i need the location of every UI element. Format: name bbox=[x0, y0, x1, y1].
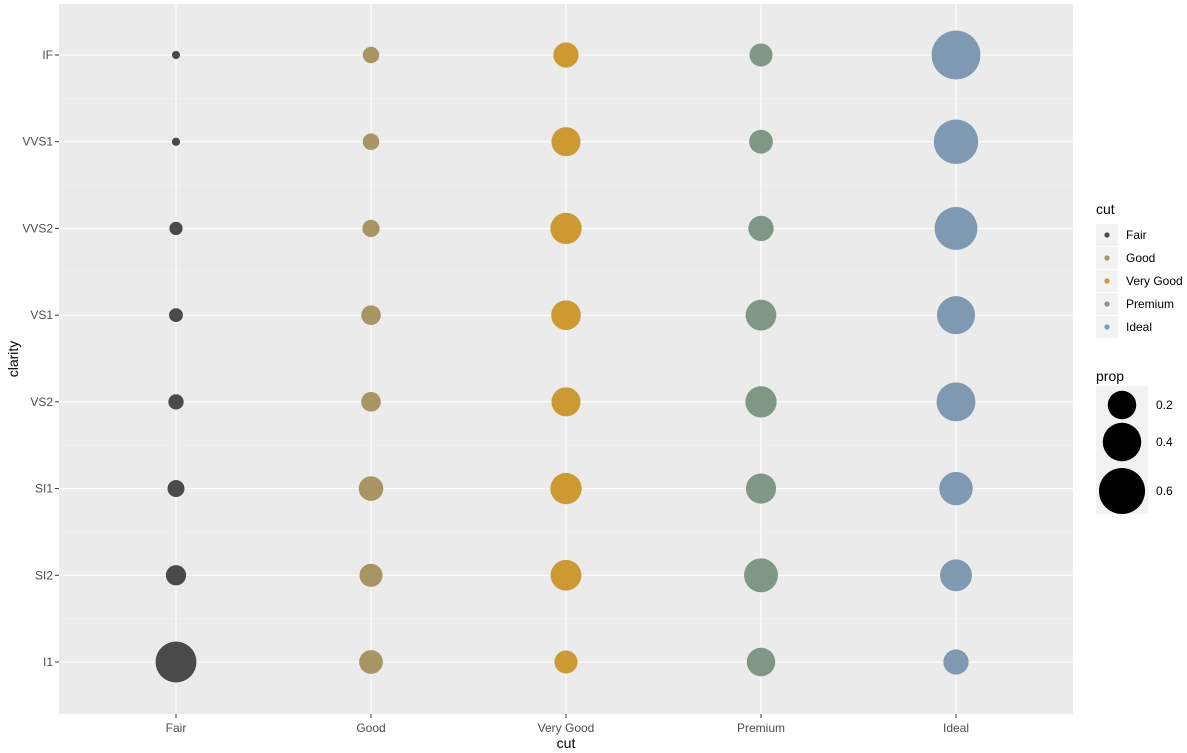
point-good-vs1 bbox=[361, 305, 381, 325]
size-legend: prop 0.2 0.4 0.6 bbox=[1096, 368, 1173, 515]
size-legend-label-0: 0.2 bbox=[1156, 398, 1173, 412]
y-tick-label-si2: SI2 bbox=[35, 568, 53, 582]
size-legend-title: prop bbox=[1096, 368, 1124, 384]
legend-label-fair: Fair bbox=[1126, 228, 1147, 242]
data-points bbox=[155, 30, 981, 683]
point-ideal-vs1 bbox=[936, 296, 976, 335]
point-very-good-vvs1 bbox=[551, 127, 581, 157]
y-tick-label-vs1: VS1 bbox=[30, 308, 53, 322]
legend-swatch-fair bbox=[1104, 232, 1110, 238]
point-premium-vs1 bbox=[745, 299, 777, 331]
x-tick-label-good: Good bbox=[356, 721, 385, 735]
x-tick-label-ideal: Ideal bbox=[943, 721, 969, 735]
legend-swatch-premium bbox=[1104, 301, 1110, 307]
point-fair-i1 bbox=[155, 641, 197, 683]
size-legend-circle-2 bbox=[1098, 467, 1146, 515]
point-good-si1 bbox=[358, 476, 384, 501]
point-fair-if bbox=[171, 50, 181, 60]
legend-swatch-ideal bbox=[1104, 324, 1110, 330]
point-fair-vs1 bbox=[169, 308, 183, 323]
point-good-si2 bbox=[359, 563, 383, 587]
point-very-good-vs2 bbox=[551, 387, 581, 417]
legend-swatch-good bbox=[1104, 255, 1110, 261]
point-premium-si2 bbox=[744, 558, 778, 593]
size-legend-circle-0 bbox=[1107, 390, 1137, 420]
y-axis: I1 SI2 SI1 VS2 VS1 VVS2 VVS1 IF bbox=[22, 48, 59, 669]
y-axis-title: clarity bbox=[5, 341, 21, 378]
y-tick-label-if: IF bbox=[42, 48, 53, 62]
y-tick-label-i1: I1 bbox=[43, 655, 53, 669]
point-fair-vvs1 bbox=[171, 137, 181, 146]
color-legend: cut Fair Good Very Good Premium Ideal bbox=[1096, 201, 1183, 338]
point-ideal-if bbox=[931, 30, 981, 80]
point-very-good-if bbox=[553, 42, 579, 68]
point-very-good-si1 bbox=[550, 472, 582, 505]
y-tick-label-si1: SI1 bbox=[35, 482, 53, 496]
x-axis: Fair Good Very Good Premium Ideal bbox=[166, 714, 969, 735]
point-ideal-i1 bbox=[943, 649, 969, 675]
point-very-good-i1 bbox=[554, 650, 578, 674]
legend-swatch-very-good bbox=[1104, 278, 1110, 284]
point-fair-si2 bbox=[165, 565, 187, 586]
point-fair-si1 bbox=[167, 480, 185, 498]
point-good-i1 bbox=[359, 650, 383, 674]
legend-label-ideal: Ideal bbox=[1126, 320, 1152, 334]
point-premium-i1 bbox=[746, 647, 776, 677]
legend-label-premium: Premium bbox=[1126, 297, 1174, 311]
point-ideal-si2 bbox=[940, 559, 972, 592]
y-tick-label-vvs2: VVS2 bbox=[22, 221, 53, 235]
point-fair-vs2 bbox=[168, 394, 184, 410]
y-tick-label-vvs1: VVS1 bbox=[22, 135, 53, 149]
point-premium-if bbox=[749, 43, 773, 67]
point-good-vvs2 bbox=[362, 219, 380, 238]
point-ideal-vs2 bbox=[936, 382, 976, 422]
legend-label-good: Good bbox=[1126, 251, 1155, 265]
point-premium-vvs2 bbox=[748, 215, 774, 242]
x-tick-label-very-good: Very Good bbox=[538, 721, 595, 735]
point-fair-vvs2 bbox=[169, 221, 183, 236]
point-premium-vvs1 bbox=[749, 129, 773, 154]
point-premium-vs2 bbox=[745, 386, 777, 418]
point-very-good-si2 bbox=[550, 559, 582, 591]
point-ideal-si1 bbox=[939, 471, 973, 506]
point-ideal-vvs2 bbox=[934, 206, 978, 250]
point-ideal-vvs1 bbox=[933, 119, 979, 164]
point-good-vvs1 bbox=[362, 133, 380, 150]
point-very-good-vvs2 bbox=[550, 212, 582, 245]
x-tick-label-premium: Premium bbox=[737, 721, 785, 735]
point-premium-si1 bbox=[745, 473, 777, 504]
y-tick-label-vs2: VS2 bbox=[30, 395, 53, 409]
size-legend-label-1: 0.4 bbox=[1156, 435, 1173, 449]
point-very-good-vs1 bbox=[551, 300, 581, 330]
point-good-vs2 bbox=[361, 392, 381, 412]
legend-label-very-good: Very Good bbox=[1126, 274, 1183, 288]
x-axis-title: cut bbox=[557, 735, 576, 751]
size-legend-label-2: 0.6 bbox=[1156, 484, 1173, 498]
x-tick-label-fair: Fair bbox=[166, 721, 187, 735]
size-legend-circle-1 bbox=[1102, 422, 1142, 462]
color-legend-title: cut bbox=[1096, 201, 1115, 217]
point-good-if bbox=[362, 46, 380, 64]
